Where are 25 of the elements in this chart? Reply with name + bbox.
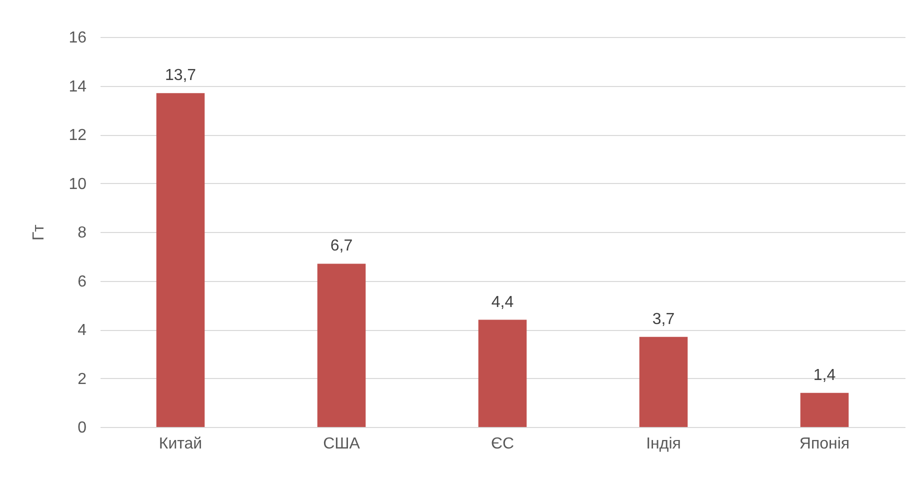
- y-tick-label: 10: [68, 176, 87, 193]
- y-tick-label: 16: [68, 30, 87, 46]
- y-tick-label: 12: [68, 127, 87, 144]
- y-tick-label: 8: [78, 224, 87, 242]
- bar: [639, 336, 688, 427]
- y-tick-label: 14: [68, 78, 87, 96]
- bar: [478, 320, 527, 427]
- data-label: 4,4: [491, 294, 514, 311]
- y-axis-title: Гт: [30, 224, 48, 240]
- x-tick-label: Індія: [646, 436, 681, 452]
- y-tick-label: 0: [78, 420, 87, 436]
- data-label: 6,7: [330, 238, 353, 255]
- bar: [800, 392, 849, 427]
- y-tick-label: 2: [78, 370, 87, 388]
- data-label: 3,7: [652, 310, 675, 328]
- data-label: 13,7: [164, 67, 196, 84]
- x-tick-label: США: [323, 436, 360, 452]
- x-tick-label: Японія: [799, 436, 850, 452]
- bar: [317, 264, 366, 427]
- x-tick-label: ЄС: [490, 436, 514, 452]
- y-tick-label: 4: [78, 322, 87, 339]
- data-label: 1,4: [813, 366, 836, 384]
- bar: [156, 93, 205, 427]
- y-tick-label: 6: [78, 273, 87, 290]
- x-tick-label: Китай: [158, 436, 202, 452]
